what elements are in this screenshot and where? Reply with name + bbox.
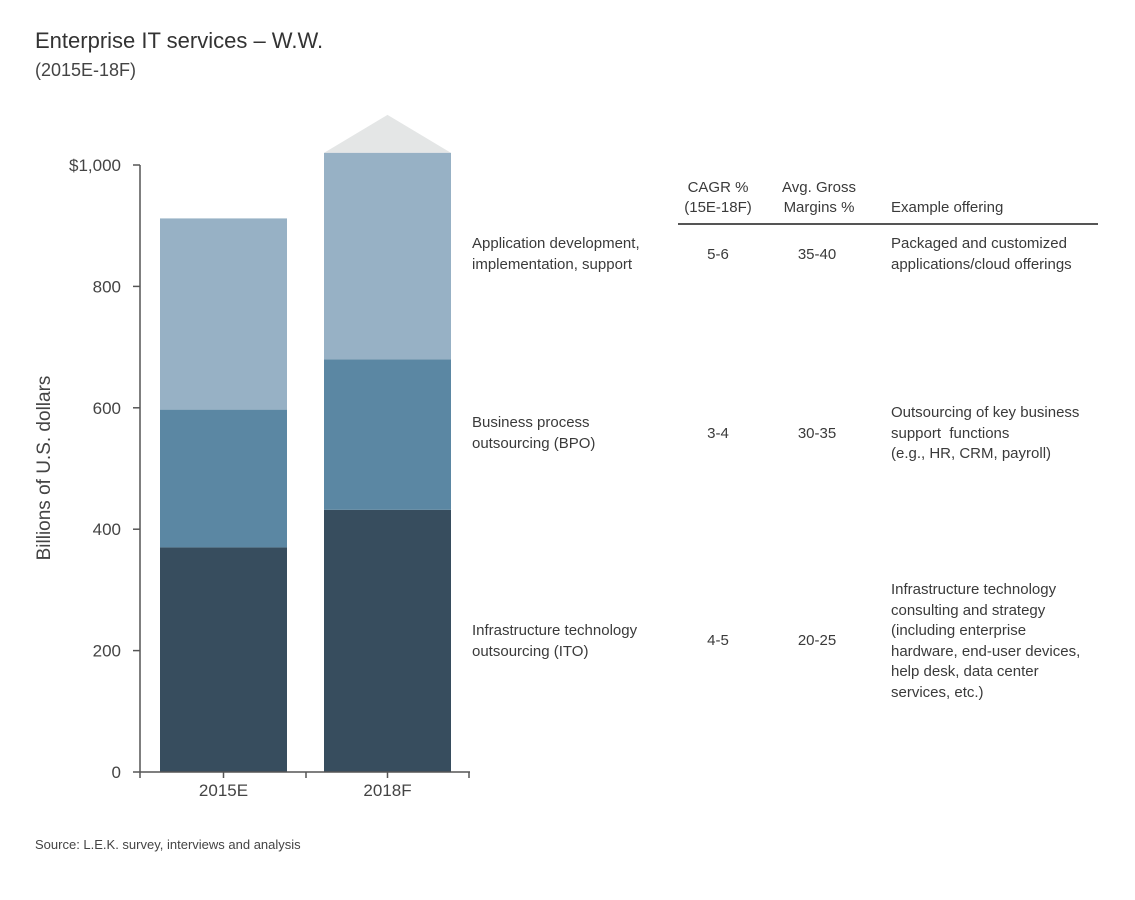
stacked-bar-chart: 0 200 400 600 800 $1,000 2015E 2018F Billions … (34, 114, 470, 800)
x-tick-label: 2015E (199, 781, 248, 800)
bar-segment (324, 152, 451, 360)
row-bpo-offering: Outsourcing of key business support func… (891, 403, 1079, 465)
y-tick-label: $1,000 (69, 156, 121, 175)
header-margin-line2: Margins % (783, 199, 855, 216)
row-app-offering-line2: applications/cloud offerings (891, 255, 1072, 273)
row-app-segment-line2: implementation, support (472, 255, 633, 273)
row-ito-offering-line6: services, etc.) (891, 683, 984, 701)
row-app-offering: Packaged and customized applications/clo… (891, 234, 1072, 275)
header-cagr-line1: CAGR % (687, 179, 749, 196)
y-tick-label: 0 (112, 763, 121, 782)
row-ito-offering-line5: help desk, data center (891, 663, 1039, 680)
bar-segment (160, 218, 287, 410)
y-tick-label: 400 (93, 520, 121, 539)
row-ito-segment-line1: Infrastructure technology (472, 622, 638, 639)
row-ito-offering-line3: (including enterprise (891, 622, 1027, 639)
row-bpo-segment: Business process outsourcing (BPO) (472, 413, 595, 454)
row-ito-offering-line1: Infrastructure technology (891, 581, 1057, 598)
header-margin-line1: Avg. Gross (782, 179, 856, 196)
bar-segment (160, 409, 287, 548)
row-ito-offering: Infrastructure technology consulting and… (891, 580, 1080, 703)
row-ito-cagr: 4-5 (707, 632, 729, 649)
row-bpo-cagr: 3-4 (707, 425, 729, 442)
header-cagr: CAGR % (15E-18F) (672, 178, 764, 218)
row-app-offering-line1: Packaged and customized (891, 235, 1067, 252)
row-bpo-offering-line1: Outsourcing of key business (891, 404, 1080, 421)
y-tick-label: 200 (93, 642, 121, 661)
bar-segment (324, 359, 451, 510)
row-bpo-segment-line2: outsourcing (BPO) (472, 434, 596, 452)
chart-subtitle: (2015E-18F) (35, 60, 137, 80)
source-note: Source: L.E.K. survey, interviews and an… (35, 837, 301, 852)
row-ito-segment: Infrastructure technology outsourcing (I… (472, 621, 637, 662)
row-bpo-offering-line3: (e.g., HR, CRM, payroll) (891, 445, 1052, 462)
x-tick-label: 2018F (363, 781, 411, 800)
row-app-segment: Application development, implementation,… (472, 234, 640, 275)
row-ito-offering-line4: hardware, end-user devices, (891, 642, 1081, 660)
row-bpo-offering-line2: support functions (891, 424, 1010, 442)
table-header-rule (678, 223, 1098, 225)
y-axis-label: Billions of U.S. dollars (34, 376, 55, 561)
row-ito-offering-line2: consulting and strategy (891, 601, 1046, 619)
header-cagr-line2: (15E-18F) (684, 199, 752, 216)
row-app-cagr: 5-6 (707, 246, 729, 263)
header-offering: Example offering (891, 199, 1004, 216)
header-margin: Avg. Gross Margins % (764, 178, 874, 218)
chart-title: Enterprise IT services – W.W. (35, 28, 324, 53)
row-app-margin: 35-40 (797, 246, 837, 263)
row-bpo-segment-line1: Business process (472, 414, 590, 431)
bar-segment (160, 547, 287, 772)
y-tick-label: 800 (93, 277, 121, 296)
row-bpo-margin: 30-35 (797, 425, 837, 442)
row-ito-segment-line2: outsourcing (ITO) (472, 642, 589, 660)
bar-segment (324, 509, 451, 772)
row-ito-margin: 20-25 (797, 632, 837, 649)
y-tick-label: 600 (93, 399, 121, 418)
growth-arrow-icon (324, 114, 451, 153)
row-app-segment-line1: Application development, (472, 235, 640, 252)
